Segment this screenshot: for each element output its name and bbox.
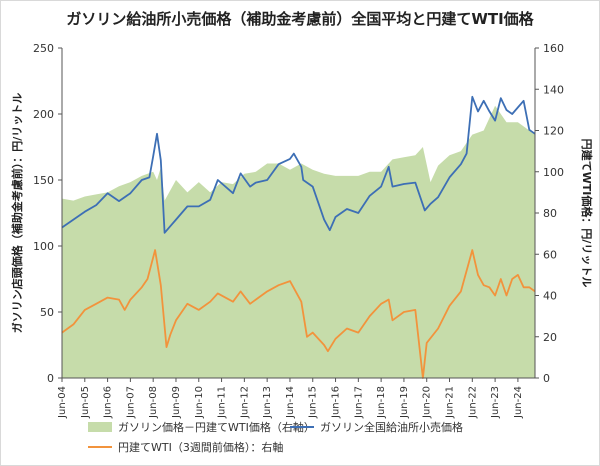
x-tick-label: Jun-04	[57, 386, 68, 419]
y-right-tick-label: 160	[543, 42, 564, 55]
series-line-1	[61, 95, 536, 234]
legend-label-2: 円建てWTI（3週間前価格）：右軸	[118, 440, 283, 454]
y-left-tick-label: 100	[33, 240, 54, 253]
y-axis-left-title: ガソリン店頭価格（補助金考慮前）：円/リットル	[10, 93, 24, 334]
y-right-tick-label: 100	[543, 166, 564, 179]
legend-label-1: ガソリン全国給油所小売価格	[320, 420, 463, 434]
y-right-tick-label: 20	[543, 331, 557, 344]
y-right-tick-label: 140	[543, 83, 564, 96]
x-tick-label: Jun-14	[285, 386, 296, 419]
x-tick-label: Jun-16	[331, 386, 342, 419]
x-tick-label: Jun-06	[103, 386, 114, 419]
series-area-0	[62, 105, 535, 379]
x-tick-label: Jun-21	[445, 386, 456, 419]
line-layer	[61, 95, 536, 379]
x-tick-label: Jun-24	[513, 386, 524, 419]
y-right-tick-label: 0	[543, 372, 550, 385]
y-left-tick-label: 50	[40, 306, 54, 319]
y-left-tick-label: 250	[33, 42, 54, 55]
y-left-tick-label: 200	[33, 108, 54, 121]
legend-label-0: ガソリン価格－円建てWTI価格（右軸）	[118, 420, 315, 434]
x-tick-label: Jun-05	[80, 386, 91, 419]
series-line-2	[61, 249, 536, 379]
x-tick-label: Jun-08	[148, 386, 159, 419]
legend: ガソリン価格－円建てWTI価格（右軸） ガソリン全国給油所小売価格円建てWTI（3…	[88, 420, 463, 454]
y-right-tick-label: 120	[543, 125, 564, 138]
area-layer	[62, 105, 535, 379]
axis-layer: 0 50 100 150 200 250 0 20 40 60 80 100 120 140 160 Jun-…	[10, 42, 594, 419]
y-right-tick-label: 60	[543, 248, 557, 261]
x-tick-label: Jun-15	[308, 386, 319, 419]
y-right-tick-label: 80	[543, 207, 557, 220]
x-tick-label: Jun-12	[239, 386, 250, 419]
x-tick-label: Jun-09	[171, 386, 182, 419]
x-tick-label: Jun-19	[399, 386, 410, 419]
x-tick-label: Jun-22	[467, 386, 478, 419]
x-tick-label: Jun-13	[262, 386, 273, 419]
x-tick-label: Jun-18	[376, 386, 387, 419]
chart-title: ガソリン給油所小売価格（補助金考慮前）全国平均と円建てWTI価格	[66, 10, 534, 28]
x-tick-label: Jun-10	[194, 386, 205, 419]
x-tick-label: Jun-17	[353, 386, 364, 419]
y-left-tick-label: 150	[33, 174, 54, 187]
x-tick-label: Jun-23	[490, 386, 501, 419]
y-axis-right-title: 円建てWTI価格：円/リットル	[580, 139, 594, 288]
legend-swatch-0	[88, 422, 112, 432]
x-tick-label: Jun-11	[217, 386, 228, 419]
x-tick-label: Jun-07	[125, 386, 136, 419]
y-left-tick-label: 0	[47, 372, 54, 385]
x-tick-label: Jun-20	[422, 386, 433, 419]
y-right-tick-label: 40	[543, 290, 557, 303]
